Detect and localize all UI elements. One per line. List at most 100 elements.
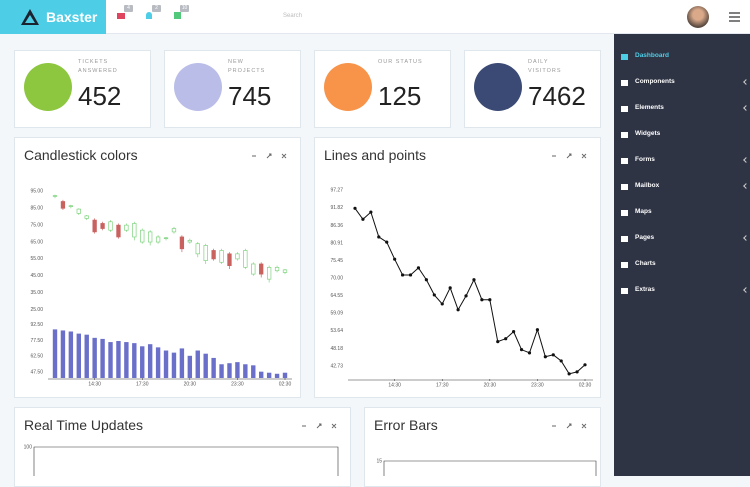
y-tick-label: 15 [376, 458, 382, 464]
sidebar-item[interactable]: Extras [635, 286, 655, 293]
volume-bar [147, 344, 153, 378]
candle-body [140, 229, 145, 243]
x-tick-label: 17:30 [136, 381, 149, 387]
volume-bar [171, 352, 177, 378]
x-tick-label: 02:30 [579, 382, 592, 388]
y-tick-label: 92.50 [30, 322, 43, 328]
y-tick-label: 55.00 [30, 256, 43, 262]
menu-button[interactable] [729, 12, 741, 22]
sidebar-item[interactable]: Components [635, 78, 675, 85]
sidebar-icon [621, 184, 628, 190]
x-tick-label: 23:30 [231, 381, 244, 387]
point [377, 235, 381, 239]
stat-icon [324, 63, 372, 111]
y-tick-label: 47.50 [30, 370, 43, 376]
candle-body [68, 205, 74, 207]
sidebar-item[interactable]: Maps [635, 208, 652, 215]
candle-body [259, 263, 264, 275]
sidebar-item[interactable]: Pages [635, 234, 655, 241]
y-tick-label: 25.00 [30, 307, 43, 313]
point [551, 353, 555, 357]
volume-bar [195, 350, 200, 378]
chevron [743, 157, 749, 163]
logo[interactable]: Baxster [0, 0, 106, 34]
y-tick-label: 75.45 [330, 258, 343, 264]
sidebar-item[interactable]: Charts [635, 260, 656, 267]
candle-body [219, 250, 224, 263]
point [496, 340, 500, 344]
y-tick-label: 59.09 [330, 311, 343, 317]
candle-body [60, 201, 66, 209]
sidebar-icon [621, 288, 628, 294]
sidebar-icon [621, 54, 628, 60]
sidebar-icon [621, 158, 628, 164]
y-tick-label: 48.18 [330, 346, 343, 352]
sidebar-item[interactable]: Mailbox [635, 182, 660, 189]
sidebar-icon [621, 262, 628, 268]
volume-bar [235, 362, 240, 378]
point [456, 308, 460, 312]
bell-icon[interactable] [146, 12, 152, 19]
chevron [743, 183, 749, 189]
sidebar-icon [621, 210, 628, 216]
search-input[interactable]: Search [283, 13, 303, 19]
panel-controls[interactable] [300, 422, 340, 430]
sidebar: Dashboard Components Elements Widgets Forms M… [614, 34, 750, 476]
sidebar-item[interactable]: Dashboard [635, 52, 669, 59]
avatar[interactable] [687, 6, 709, 28]
point [512, 330, 516, 334]
stat-card: OUR STATUS 125 [314, 50, 451, 128]
volume-bar [251, 365, 256, 378]
candle-body [132, 223, 137, 238]
volume-bar [155, 347, 161, 378]
point [504, 337, 508, 341]
y-tick-label: 85.00 [30, 206, 43, 212]
candle-body [124, 224, 129, 231]
candle-body [179, 236, 185, 250]
point [361, 217, 365, 221]
point [464, 294, 468, 298]
y-tick-label: 75.00 [30, 222, 43, 228]
chevron [743, 287, 749, 293]
point [369, 210, 373, 214]
volume-bar [259, 371, 264, 378]
volume-bar [219, 364, 224, 378]
brand: Baxster [46, 9, 98, 25]
point [527, 351, 532, 355]
x-tick-label: 17:30 [436, 382, 449, 388]
sidebar-item[interactable]: Forms [635, 156, 655, 163]
panel-title: Real Time Updates [24, 417, 144, 433]
volume-bar [203, 353, 208, 378]
sidebar-item[interactable]: Elements [635, 104, 664, 111]
panel-title: Error Bars [374, 417, 438, 433]
top-bar: Baxster 4 2 10 Search [0, 0, 750, 34]
candle-body [203, 245, 208, 261]
panel-controls[interactable] [550, 422, 590, 430]
point [432, 293, 436, 297]
stat-label: NEW PROJECTS [228, 59, 266, 74]
point [480, 298, 484, 302]
sidebar-item[interactable]: Widgets [635, 130, 661, 137]
panel-controls[interactable] [550, 152, 590, 160]
plot-frame [33, 446, 339, 476]
candle-body [84, 215, 89, 219]
point [393, 257, 397, 261]
panel: Error Bars [364, 407, 601, 487]
badge: 4 [124, 5, 133, 12]
candle-body [163, 237, 169, 239]
volume-bar [92, 337, 97, 378]
point [424, 278, 428, 282]
point [567, 372, 571, 376]
mail-icon[interactable] [117, 13, 125, 19]
sidebar-icon [621, 80, 628, 86]
volume-bar [84, 334, 89, 378]
y-tick-label: 86.36 [330, 223, 343, 229]
flag-icon[interactable] [174, 12, 181, 19]
stat-value: 7462 [528, 81, 586, 111]
panel-controls[interactable] [250, 152, 290, 160]
x-tick-label: 23:30 [531, 382, 544, 388]
y-tick-label: 65.00 [30, 239, 43, 245]
stat-icon [24, 63, 72, 111]
y-tick-label: 42.73 [330, 363, 343, 369]
point [559, 359, 563, 363]
